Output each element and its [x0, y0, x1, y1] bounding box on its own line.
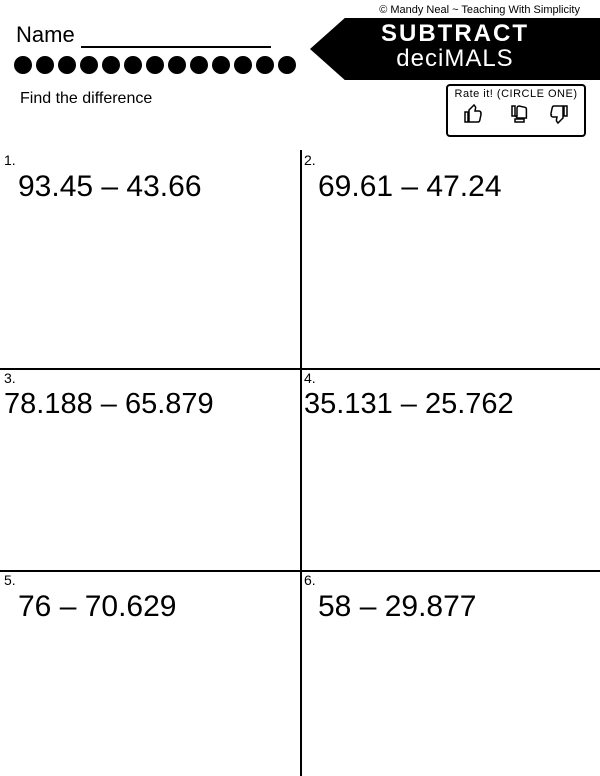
problem-expression: 76 – 70.629	[0, 588, 300, 624]
problem-cell-5: 5. 76 – 70.629	[0, 570, 300, 624]
problem-number: 4.	[300, 368, 600, 386]
decorative-dots	[14, 56, 296, 74]
problem-cell-3: 3. 78.188 – 65.879	[0, 368, 300, 421]
problem-number: 2.	[300, 150, 600, 168]
problem-expression: 78.188 – 65.879	[0, 386, 300, 421]
name-row: Name	[16, 22, 271, 48]
name-label: Name	[16, 22, 75, 48]
rate-thumbs	[452, 102, 580, 131]
problem-grid: 1. 93.45 – 43.66 2. 69.61 – 47.24 3. 78.…	[0, 150, 600, 776]
problem-expression: 69.61 – 47.24	[300, 168, 600, 204]
rate-it-box: Rate it! (CIRCLE ONE)	[446, 84, 586, 137]
title-banner: SUBTRACT deciMALS	[310, 18, 600, 80]
grid-vline	[300, 150, 302, 776]
thumbs-up-icon[interactable]	[459, 102, 487, 131]
instruction-text: Find the difference	[20, 90, 152, 108]
copyright-text: © Mandy Neal ~ Teaching With Simplicity	[379, 4, 580, 16]
problem-number: 1.	[0, 150, 300, 168]
thumbs-side-icon[interactable]	[502, 102, 530, 131]
problem-cell-2: 2. 69.61 – 47.24	[300, 150, 600, 204]
problem-number: 5.	[0, 570, 300, 588]
problem-cell-1: 1. 93.45 – 43.66	[0, 150, 300, 204]
banner-line2: deciMALS	[310, 46, 600, 72]
problem-cell-6: 6. 58 – 29.877	[300, 570, 600, 624]
problem-cell-4: 4. 35.131 – 25.762	[300, 368, 600, 421]
thumbs-down-icon[interactable]	[545, 102, 573, 131]
problem-expression: 35.131 – 25.762	[300, 386, 600, 421]
problem-number: 3.	[0, 368, 300, 386]
problem-number: 6.	[300, 570, 600, 588]
problem-expression: 93.45 – 43.66	[0, 168, 300, 204]
problem-expression: 58 – 29.877	[300, 588, 600, 624]
rate-label: Rate it! (CIRCLE ONE)	[452, 88, 580, 100]
banner-line1: SUBTRACT	[310, 22, 600, 46]
name-input-line[interactable]	[81, 28, 271, 48]
